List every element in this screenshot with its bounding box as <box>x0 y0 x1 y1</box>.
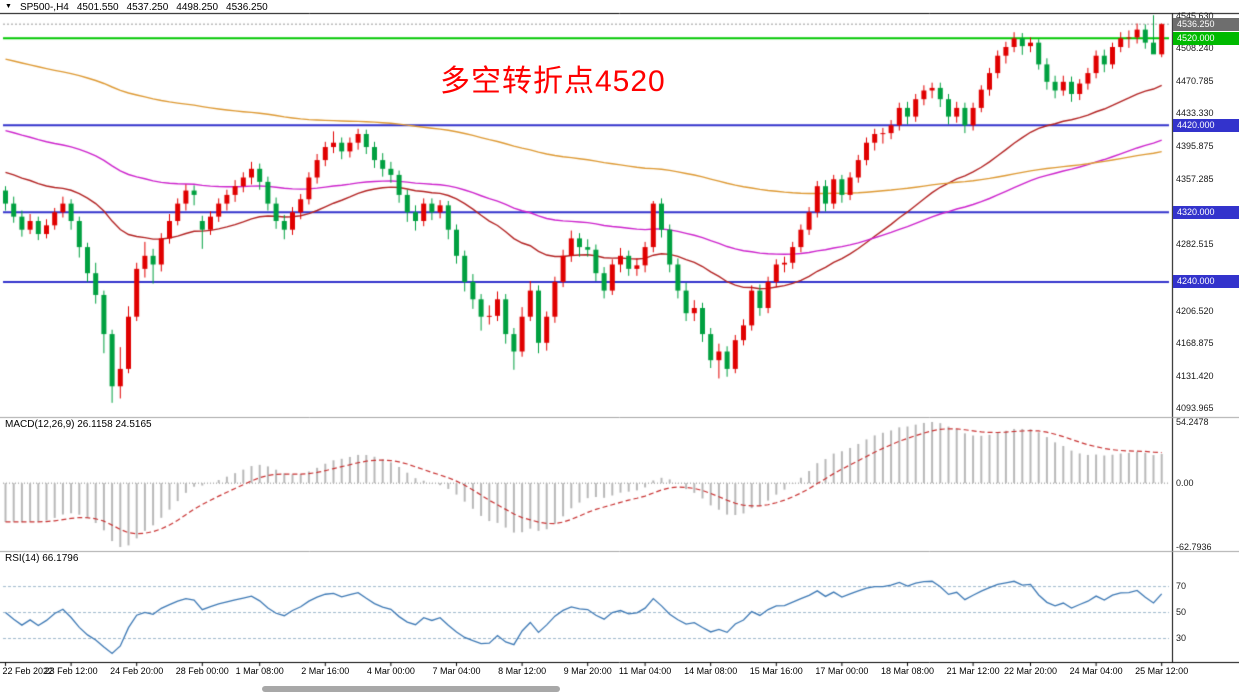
hline-price-tag: 4520.000 <box>1173 31 1239 45</box>
rsi-indicator-label: RSI(14) 66.1796 <box>5 553 79 564</box>
price-axis-label: 4131.420 <box>1176 370 1214 381</box>
symbol-timeframe-label: SP500-,H4 <box>19 1 69 13</box>
price-axis-label: 4168.875 <box>1176 338 1214 349</box>
price-axis-label: 4545.630 <box>1176 10 1214 21</box>
ohlc-low: 4498.250 <box>176 1 219 13</box>
price-axis-label: 4470.785 <box>1176 75 1214 86</box>
price-axis-label: 4433.330 <box>1176 108 1214 119</box>
macd-indicator-label: MACD(12,26,9) 26.1158 24.5165 <box>5 419 152 430</box>
time-axis-label: 23 Feb 12:00 <box>44 666 98 676</box>
ohlc-close: 4536.250 <box>226 1 268 13</box>
time-axis-label: 28 Feb 00:00 <box>175 666 229 676</box>
horizontal-scrollbar[interactable] <box>262 686 560 692</box>
price-axis-label: 4282.515 <box>1176 239 1214 250</box>
hline-price-tag: 4240.000 <box>1173 275 1239 289</box>
rsi-axis-label: 70 <box>1176 581 1187 592</box>
time-axis-label: 22 Feb 2022 <box>2 666 54 676</box>
time-axis-label: 9 Mar 20:00 <box>563 666 612 676</box>
rsi-axis-label: 30 <box>1176 633 1187 644</box>
macd-axis-label: -62.7936 <box>1176 541 1212 552</box>
time-axis-label: 24 Feb 20:00 <box>110 666 164 676</box>
time-axis-label: 1 Mar 08:00 <box>235 666 284 676</box>
time-axis-label: 18 Mar 08:00 <box>880 666 935 676</box>
price-axis-label: 4357.285 <box>1176 174 1214 185</box>
ohlc-high: 4537.250 <box>126 1 169 13</box>
macd-axis-label: 0.00 <box>1176 477 1194 488</box>
time-axis-label: 17 Mar 00:00 <box>815 666 869 676</box>
annotation-text[interactable]: 多空转折点4520 <box>440 65 666 98</box>
time-axis-label: 14 Mar 08:00 <box>684 666 738 676</box>
time-axis-label: 7 Mar 04:00 <box>432 666 481 676</box>
price-axis-label: 4093.965 <box>1176 403 1214 414</box>
hline-price-tag: 4420.000 <box>1173 118 1239 132</box>
last-price-tag: 4536.250 <box>1173 17 1239 31</box>
time-axis-label: 4 Mar 00:00 <box>366 666 415 676</box>
price-axis-label: 4395.875 <box>1176 140 1214 151</box>
time-axis-label: 24 Mar 04:00 <box>1069 666 1123 676</box>
macd-axis-label: 54.2478 <box>1176 416 1209 427</box>
collapse-icon[interactable]: ▼ <box>5 3 12 10</box>
ohlc-open: 4501.550 <box>76 1 119 13</box>
time-axis-label: 2 Mar 16:00 <box>301 666 350 676</box>
chart-info-bar: ▼ SP500-,H4 4501.550 4537.250 4498.250 4… <box>5 1 268 13</box>
time-axis-label: 15 Mar 16:00 <box>749 666 803 676</box>
time-axis-label: 21 Mar 12:00 <box>946 666 1000 676</box>
price-axis-label: 4508.240 <box>1176 43 1214 54</box>
hline-price-tag: 4320.000 <box>1173 205 1239 219</box>
rsi-axis-label: 50 <box>1176 607 1187 618</box>
time-axis-label: 11 Mar 04:00 <box>618 666 672 676</box>
time-axis-label: 22 Mar 20:00 <box>1003 666 1058 676</box>
price-axis-label: 4206.520 <box>1176 305 1214 316</box>
time-axis-label: 25 Mar 12:00 <box>1135 666 1189 676</box>
time-axis-label: 8 Mar 12:00 <box>498 666 547 676</box>
